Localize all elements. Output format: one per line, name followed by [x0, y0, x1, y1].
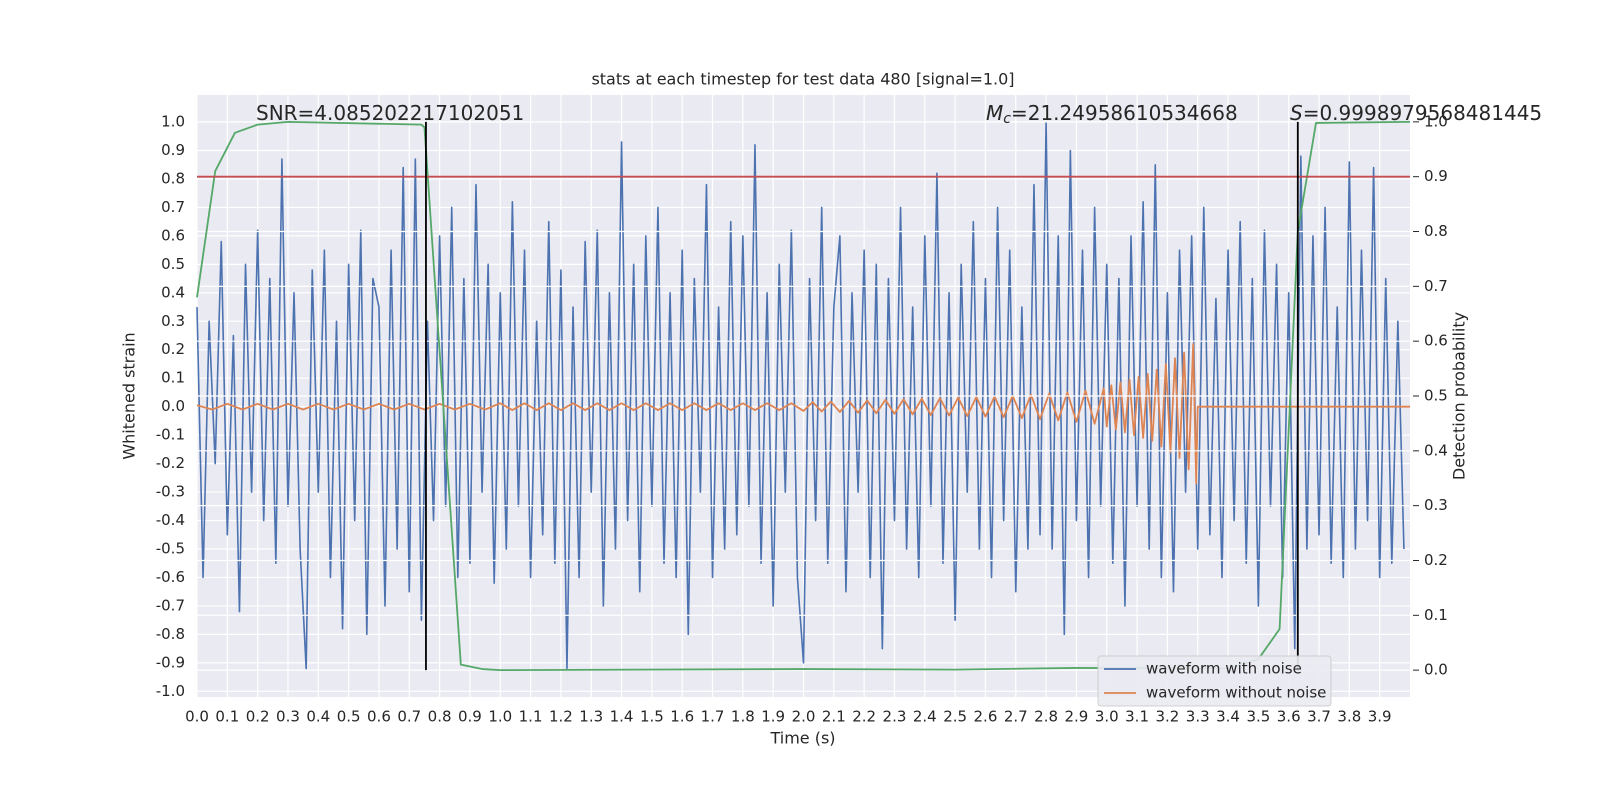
y-tick-label: -0.1	[156, 426, 185, 444]
plot-layer	[196, 95, 1411, 697]
x-tick-label: 3.5	[1246, 708, 1270, 726]
y-tick-label: -0.7	[156, 596, 185, 614]
y-tick-label: -0.8	[156, 625, 185, 643]
y2-tick-label: 0.2	[1424, 551, 1448, 569]
x-tick-label: 1.5	[640, 708, 664, 726]
x-tick-label: 3.7	[1307, 708, 1331, 726]
y2-tick-label: 1.0	[1424, 112, 1448, 130]
annotation-text: SNR=4.085202217102051	[256, 101, 524, 125]
x-tick-label: 1.0	[488, 708, 512, 726]
legend-box	[1097, 655, 1332, 707]
y-tick-label: -0.9	[156, 653, 185, 671]
x-tick-label: 0.2	[246, 708, 270, 726]
y-tick-label: -0.4	[156, 511, 185, 529]
x-tick-label: 0.6	[367, 708, 391, 726]
x-tick-label: 1.8	[731, 708, 755, 726]
annotation-text: =0.9998979568481445	[1303, 101, 1542, 125]
x-tick-label: 0.1	[215, 708, 239, 726]
y-tick-label: -0.2	[156, 454, 185, 472]
y-tick-label: 0.3	[161, 312, 185, 330]
x-tick-label: 1.9	[761, 708, 785, 726]
chart-title: stats at each timestep for test data 480…	[591, 70, 1014, 89]
y2-tick-label: 0.7	[1424, 277, 1448, 295]
x-tick-label: 1.7	[701, 708, 725, 726]
y-tick-label: -1.0	[156, 682, 185, 700]
x-tick-label: 1.3	[579, 708, 603, 726]
x-tick-label: 0.3	[276, 708, 300, 726]
x-tick-label: 2.3	[883, 708, 907, 726]
annotation: SNR=4.085202217102051	[256, 101, 524, 125]
x-tick-label: 3.4	[1216, 708, 1240, 726]
legend-label: waveform without noise	[1146, 684, 1326, 702]
x-tick-label: 1.4	[610, 708, 634, 726]
annotation: Mc=21.24958610534668	[986, 101, 1238, 128]
x-tick-label: 3.6	[1277, 708, 1301, 726]
x-tick-label: 0.0	[185, 708, 209, 726]
annotation-symbol: S	[1290, 101, 1303, 125]
y-tick-label: -0.3	[156, 483, 185, 501]
y-tick-label: 0.0	[161, 397, 185, 415]
y2-tick-label: 0.5	[1424, 387, 1448, 405]
y2-axis-label: Detection probability	[1450, 312, 1469, 480]
y-tick-label: 0.6	[161, 226, 185, 244]
y2-tick-label: 0.0	[1424, 661, 1448, 679]
x-tick-label: 2.7	[1004, 708, 1028, 726]
y2-tick-label: 0.3	[1424, 496, 1448, 514]
y-tick-label: -0.5	[156, 539, 185, 557]
x-tick-label: 3.1	[1125, 708, 1149, 726]
x-tick-label: 0.8	[428, 708, 452, 726]
annotation-symbol: M	[986, 101, 1003, 125]
x-tick-label: 2.4	[913, 708, 937, 726]
x-tick-label: 2.9	[1064, 708, 1088, 726]
x-tick-label: 0.5	[337, 708, 361, 726]
x-tick-label: 3.2	[1155, 708, 1179, 726]
series-line	[196, 120, 1411, 672]
x-tick-label: 1.1	[519, 708, 543, 726]
y-tick-label: 0.7	[161, 198, 185, 216]
x-tick-label: 0.7	[397, 708, 421, 726]
x-tick-label: 3.9	[1368, 708, 1392, 726]
y2-tick-label: 0.1	[1424, 606, 1448, 624]
x-tick-label: 2.0	[792, 708, 816, 726]
x-tick-label: 1.2	[549, 708, 573, 726]
x-axis-label: Time (s)	[769, 729, 835, 748]
x-tick-label: 1.6	[670, 708, 694, 726]
x-tick-label: 3.0	[1095, 708, 1119, 726]
y-tick-label: 0.4	[161, 283, 185, 301]
x-tick-label: 3.8	[1337, 708, 1361, 726]
y-tick-label: -0.6	[156, 568, 185, 586]
x-tick-label: 2.8	[1034, 708, 1058, 726]
y-tick-label: 0.8	[161, 169, 185, 187]
y-tick-label: 0.9	[161, 141, 185, 159]
x-tick-label: 2.6	[974, 708, 998, 726]
legend-label: waveform with noise	[1146, 660, 1302, 678]
y-tick-label: 0.5	[161, 255, 185, 273]
y-tick-label: 1.0	[161, 113, 185, 131]
annotation-text: =21.24958610534668	[1011, 101, 1238, 125]
x-tick-label: 2.2	[852, 708, 876, 726]
y2-tick-label: 0.4	[1424, 441, 1448, 459]
y2-tick-label: 0.6	[1424, 332, 1448, 350]
x-tick-label: 0.4	[306, 708, 330, 726]
series-line	[196, 121, 1405, 670]
y2-tick-label: 0.9	[1424, 167, 1448, 185]
y-tick-label: 0.2	[161, 340, 185, 358]
x-tick-label: 2.1	[822, 708, 846, 726]
annotation: S=0.9998979568481445	[1290, 101, 1542, 125]
x-tick-label: 0.9	[458, 708, 482, 726]
annotation-subscript: c	[1003, 111, 1011, 127]
y-axis-label: Whitened strain	[120, 332, 139, 459]
series-line	[196, 343, 1410, 485]
y-tick-label: 0.1	[161, 369, 185, 387]
y2-tick-label: 0.8	[1424, 222, 1448, 240]
x-tick-label: 2.5	[943, 708, 967, 726]
x-tick-label: 3.3	[1186, 708, 1210, 726]
